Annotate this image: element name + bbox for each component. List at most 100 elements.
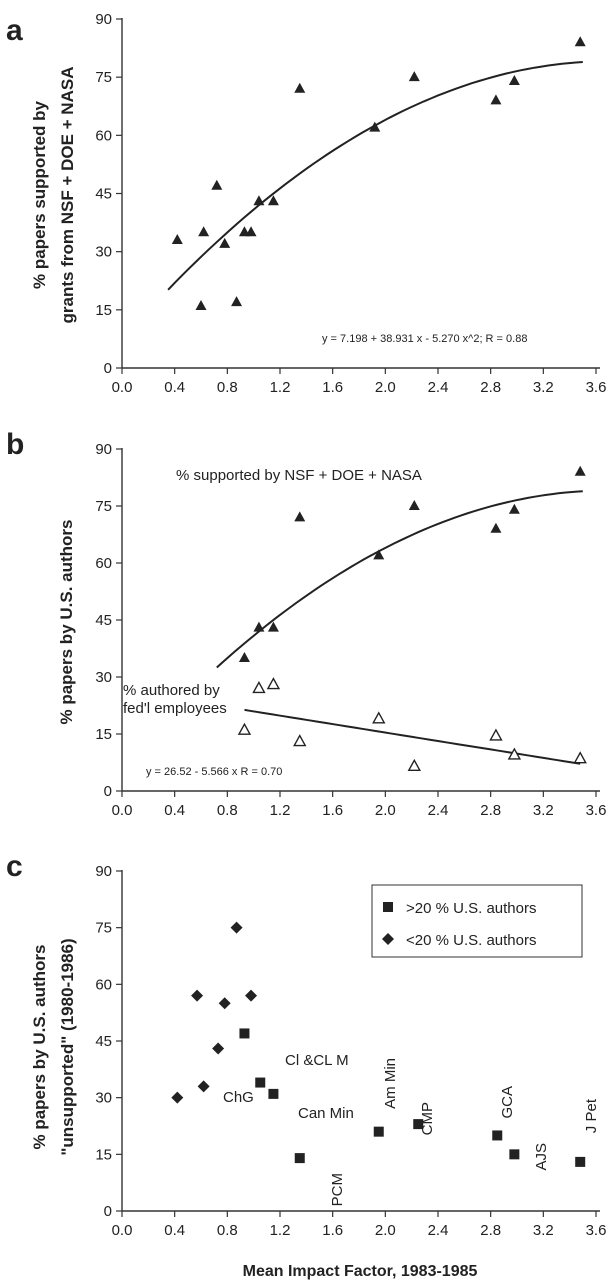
square-point [575,1156,586,1167]
y-tick-label: 60 [95,976,112,993]
x-tick-label: 2.4 [428,802,449,819]
panel-b-ylabel: % papers by U.S. authors [57,520,76,725]
panel-b-annotation-federal-line1: % authored by [123,682,220,699]
panel-a-equation: y = 7.198 + 38.931 x - 5.270 x^2; R = 0.… [322,333,527,345]
y-tick-label: 60 [95,555,112,572]
panel-c-x-ticks: 0.0 0.4 0.8 1.2 1.6 2.0 2.4 2.8 3.2 3.6 [112,1211,607,1239]
x-tick-label: 2.8 [480,379,501,396]
square-point [509,1149,520,1160]
panel-c-points [171,921,586,1167]
filled-triangle-point [574,36,586,47]
x-tick-label: 3.6 [586,1222,607,1239]
panel-c-y-ticks: 0 15 30 45 60 75 90 [95,863,122,1220]
filled-triangle-point [195,299,207,310]
y-tick-label: 0 [104,783,112,800]
filled-triangle-point [369,121,381,132]
x-tick-label: 0.8 [217,802,238,819]
open-triangle-point [252,680,266,694]
panel-b-equation: y = 26.52 - 5.566 x R = 0.70 [146,766,282,778]
filled-triangle-point [408,500,420,510]
diamond-point [191,989,204,1002]
y-tick-label: 30 [95,669,112,686]
y-tick-label: 75 [95,498,112,515]
x-tick-label: 0.8 [217,1222,238,1239]
point-label-clclm: Cl &CL M [285,1052,349,1069]
y-tick-label: 45 [95,1033,112,1050]
square-point [255,1077,266,1088]
x-tick-label: 0.0 [112,379,133,396]
legend-diamond-marker [382,933,394,945]
point-label-canmin: Can Min [298,1105,354,1122]
open-triangle-point [237,722,252,735]
open-triangle-point [407,758,421,771]
legend-square-marker [383,902,393,912]
filled-triangle-point [490,522,502,533]
x-tick-label: 0.8 [217,379,238,396]
panel-b-fit-curve-supported [216,490,583,669]
x-tick-label: 2.8 [480,802,501,819]
y-tick-label: 15 [95,726,112,743]
open-triangle-point [507,747,522,760]
x-tick-label: 3.2 [533,1222,554,1239]
x-tick-label: 0.4 [164,802,185,819]
panel-c-ylabel-line2: "unsupported" (1980-1986) [58,938,77,1155]
y-tick-label: 45 [95,612,112,629]
x-tick-label: 3.6 [586,802,607,819]
y-tick-label: 75 [95,69,112,86]
x-tick-label: 1.2 [270,379,291,396]
panel-c-legend: >20 % U.S. authors <20 % U.S. authors [371,884,583,958]
filled-triangle-point [231,296,243,307]
square-point [294,1153,305,1164]
filled-triangle-point [253,621,265,632]
filled-triangle-point [508,503,520,514]
panel-a-x-ticks: 0.0 0.4 0.8 1.2 1.6 2.0 2.4 2.8 3.2 3.6 [112,368,607,396]
filled-triangle-point [408,71,420,82]
panel-b-fit-line-federal [244,708,581,765]
x-tick-label: 0.0 [112,1222,133,1239]
square-point [239,1028,250,1039]
panel-a-ylabel-line1: % papers supported by [30,100,49,289]
square-point [413,1119,424,1130]
diamond-point [218,997,231,1010]
diamond-point [197,1080,210,1093]
point-label-gca: GCA [499,1086,516,1119]
diamond-point [245,989,258,1002]
point-label-pcm: PCM [329,1173,346,1206]
x-tick-label: 2.4 [428,379,449,396]
legend-label-over20: >20 % U.S. authors [406,900,537,917]
filled-triangle-point [373,549,385,560]
x-tick-label: 1.2 [270,1222,291,1239]
filled-triangle-point [508,75,520,86]
y-tick-label: 15 [95,302,112,319]
panel-b-chart: b % papers by U.S. authors 0.0 0.4 0.8 1.2 1… [6,428,606,819]
y-tick-label: 15 [95,1146,112,1163]
diamond-point [212,1042,225,1055]
filled-triangle-point [219,237,231,248]
x-tick-label: 0.4 [164,379,185,396]
x-tick-label: 2.0 [375,802,396,819]
filled-triangle-point [574,465,586,476]
y-tick-label: 0 [104,360,112,377]
panel-b-annotation-supported: % supported by NSF + DOE + NASA [176,467,422,484]
panel-c-xlabel: Mean Impact Factor, 1983-1985 [243,1263,478,1280]
panel-b-y-ticks: 0 15 30 45 60 75 90 [95,441,122,800]
square-point [268,1088,279,1099]
filled-triangle-point [171,234,183,245]
point-label-ajs: AJS [533,1143,550,1171]
x-tick-label: 1.6 [322,379,343,396]
point-label-cmp: CMP [419,1102,436,1135]
filled-triangle-point [267,195,279,206]
filled-triangle-point [245,226,257,237]
filled-triangle-point [267,621,279,632]
open-triangle-point [266,677,281,690]
panel-a-label: a [6,14,23,47]
x-tick-label: 1.2 [270,802,291,819]
legend-box [371,884,583,958]
x-tick-label: 0.4 [164,1222,185,1239]
x-tick-label: 2.0 [375,379,396,396]
point-label-chg: ChG [223,1089,254,1106]
y-tick-label: 90 [95,441,112,458]
panel-a-points [171,36,586,310]
open-triangle-point [573,751,587,764]
x-tick-label: 3.6 [586,379,607,396]
